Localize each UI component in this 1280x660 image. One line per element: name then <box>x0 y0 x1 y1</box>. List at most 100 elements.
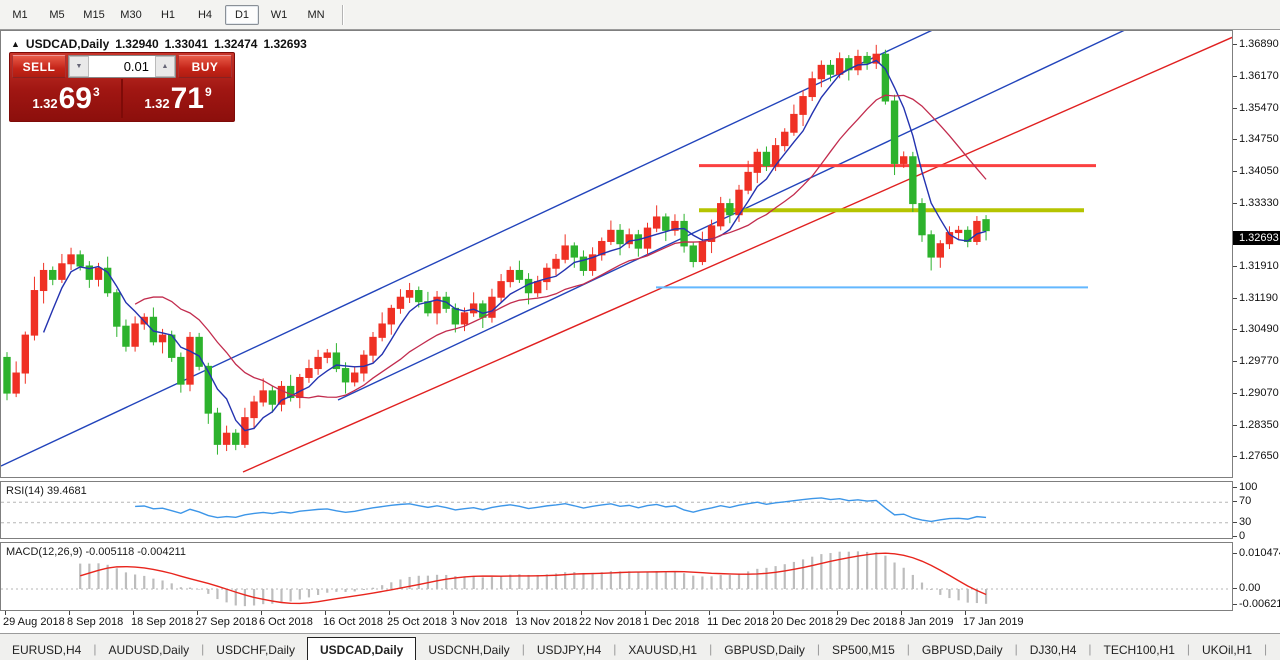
timeframe-button-h4[interactable]: H4 <box>197 8 213 21</box>
date-label: 3 Nov 2018 <box>451 616 508 628</box>
toolbar-separator <box>342 4 344 25</box>
price-divider <box>121 79 123 118</box>
axis-tick <box>1233 108 1237 109</box>
timeframe-button-m5[interactable]: M5 <box>49 8 65 21</box>
chart-tab-xauusd-h1[interactable]: XAUUSD,H1 <box>628 643 698 657</box>
main-chart-panel[interactable]: ▲ USDCAD,Daily 1.32940 1.33041 1.32474 1… <box>0 30 1233 478</box>
chart-tab-audusd-daily[interactable]: AUDUSD,Daily <box>108 643 190 657</box>
macd-canvas[interactable] <box>1 543 1232 610</box>
axis-tick <box>1233 329 1237 330</box>
axis-price-label: 1.30490 <box>1239 323 1279 335</box>
sell-button[interactable]: SELL <box>12 55 66 78</box>
chart-tab-gbpusd-daily[interactable]: GBPUSD,Daily <box>724 643 805 657</box>
axis-price-label: 1.29770 <box>1239 355 1279 367</box>
date-label: 1 Dec 2018 <box>643 616 700 628</box>
date-label: 11 Dec 2018 <box>707 616 769 628</box>
tab-divider: | <box>521 642 525 656</box>
buy-price-display[interactable]: 1.32 71 9 <box>124 79 232 118</box>
timeframe-button-w1[interactable]: W1 <box>270 8 288 21</box>
volume-decrease-button[interactable]: ▼ <box>69 56 89 77</box>
collapse-triangle-icon[interactable]: ▲ <box>11 39 20 49</box>
tab-divider: | <box>1088 642 1092 656</box>
timeframe-button-m30[interactable]: M30 <box>120 8 142 21</box>
timeframe-buttons: M1 M5 M15 M30 H1 H4 D1 W1 MN <box>0 4 333 25</box>
rsi-panel[interactable]: RSI(14) 39.4681 <box>0 481 1233 539</box>
timeframe-button-m1[interactable]: M1 <box>12 8 28 21</box>
tab-divider: | <box>816 642 821 656</box>
tab-divider: | <box>709 642 713 656</box>
time-tick <box>325 611 326 615</box>
time-tick <box>69 611 70 615</box>
date-label: 27 Sep 2018 <box>195 616 258 628</box>
axis-tick <box>1233 604 1237 605</box>
sell-price-display[interactable]: 1.32 69 3 <box>12 79 120 118</box>
axis-price-label: -0.006218 <box>1239 598 1280 610</box>
axis-tick <box>1233 522 1237 523</box>
chart-tab-usdcad-daily[interactable]: USDCAD,Daily <box>306 637 417 660</box>
axis-price-label: 1.36890 <box>1239 38 1279 50</box>
time-tick <box>581 611 582 615</box>
time-tick <box>261 611 262 615</box>
tab-divider: | <box>1186 642 1191 656</box>
macd-indicator-label: MACD(12,26,9) -0.005118 -0.004211 <box>6 546 186 558</box>
tab-divider: | <box>201 642 205 656</box>
time-scale[interactable]: 29 Aug 2018 8 Sep 2018 18 Sep 2018 27 Sep 2… <box>0 611 1280 633</box>
rsi-canvas[interactable] <box>1 482 1232 538</box>
sell-price-small: 1.32 <box>32 96 58 111</box>
one-click-trading-widget: SELL ▼ 0.01 ▲ BUY 1.32 69 3 1.32 71 <box>9 52 235 122</box>
axis-price-label: 1.34750 <box>1239 133 1279 145</box>
volume-stepper: ▼ 0.01 ▲ <box>68 55 176 78</box>
date-label: 18 Sep 2018 <box>131 616 194 628</box>
buy-price-pip: 9 <box>205 84 212 99</box>
timeframe-button-mn[interactable]: MN <box>307 8 325 21</box>
axis-tick <box>1233 487 1237 488</box>
chart-tab-usdjpy-h4[interactable]: USDJPY,H4 <box>536 643 602 657</box>
volume-value[interactable]: 0.01 <box>123 59 149 74</box>
chart-title: ▲ USDCAD,Daily 1.32940 1.33041 1.32474 1… <box>11 37 307 51</box>
chart-tab-dj30-h4[interactable]: DJ30,H4 <box>1029 643 1077 657</box>
time-tick <box>453 611 454 615</box>
buy-button[interactable]: BUY <box>178 55 232 78</box>
chart-tab-u[interactable]: U <box>1267 639 1280 660</box>
date-label: 25 Oct 2018 <box>387 616 447 628</box>
axis-price-label: 1.29070 <box>1239 387 1279 399</box>
axis-price-label: 0 <box>1239 530 1246 542</box>
chart-tabs: EURUSD,H4 | AUDUSD,Daily | USDCHF,Daily USDCA… <box>0 637 1280 660</box>
axis-tick <box>1233 298 1237 299</box>
time-tick <box>773 611 774 615</box>
tab-divider: | <box>1264 642 1268 656</box>
date-label: 22 Nov 2018 <box>579 616 642 628</box>
axis-price-label: 0.010474 <box>1239 547 1280 559</box>
chart-tab-usdcnh-daily[interactable]: USDCNH,Daily <box>428 643 510 657</box>
candlestick-canvas[interactable] <box>1 31 1232 477</box>
axis-tick <box>1233 139 1237 140</box>
axis-tick <box>1233 361 1237 362</box>
time-tick <box>901 611 902 615</box>
sell-price-big: 69 <box>58 81 92 115</box>
timeframe-button-d1[interactable]: D1 <box>225 4 259 25</box>
rsi-indicator-label: RSI(14) 39.4681 <box>6 485 87 497</box>
chart-tab-ukoil-h1[interactable]: UKOil,H1 <box>1202 643 1253 657</box>
chart-tab-sp500-m15[interactable]: SP500,M15 <box>832 643 895 657</box>
date-label: 8 Sep 2018 <box>67 616 124 628</box>
ohlc-open: 1.32940 <box>115 37 159 51</box>
tab-divider: | <box>906 642 910 656</box>
axis-tick <box>1233 393 1237 394</box>
axis-tick <box>1233 76 1237 77</box>
chart-tab-usdchf-daily[interactable]: USDCHF,Daily <box>216 643 295 657</box>
date-label: 16 Oct 2018 <box>323 616 383 628</box>
timeframe-button-h1[interactable]: H1 <box>160 8 176 21</box>
chart-tab-eurusd-h4[interactable]: EURUSD,H4 <box>12 643 82 657</box>
axis-price-label: 100 <box>1239 481 1258 493</box>
chart-tab-gbpusd-daily[interactable]: GBPUSD,Daily <box>921 643 1003 657</box>
time-tick <box>517 611 518 615</box>
axis-price-label: 1.36170 <box>1239 70 1279 82</box>
axis-tick <box>1233 44 1237 45</box>
buy-price-big: 71 <box>170 81 204 115</box>
time-tick <box>709 611 710 615</box>
macd-panel[interactable]: MACD(12,26,9) -0.005118 -0.004211 <box>0 542 1233 611</box>
chart-tab-tech100-h1[interactable]: TECH100,H1 <box>1103 643 1175 657</box>
timeframe-button-m15[interactable]: M15 <box>83 8 105 21</box>
time-tick <box>5 611 6 615</box>
volume-increase-button[interactable]: ▲ <box>155 56 175 77</box>
